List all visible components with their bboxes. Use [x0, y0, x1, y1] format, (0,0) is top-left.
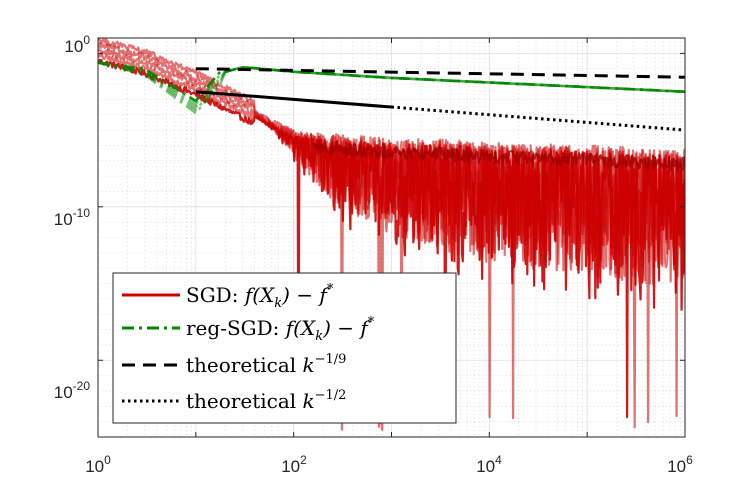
legend-label-theoretical-half: theoretical k−1/2 — [186, 388, 346, 413]
legend-label-theoretical-ninth: theoretical k−1/9 — [186, 352, 346, 377]
y-tick-label: 10-20 — [54, 379, 91, 402]
series-layer — [98, 38, 685, 431]
x-tick-label: 104 — [476, 453, 502, 476]
y-tick-labels: 100 10-10 10-20 — [54, 33, 91, 402]
y-tick-label: 10-10 — [54, 206, 91, 229]
legend: SGD: f(Xk) − f* reg-SGD: f(Xk) − f* theo… — [112, 272, 457, 424]
y-tick-label: 100 — [64, 33, 90, 56]
x-tick-label: 106 — [667, 453, 693, 476]
x-tick-label: 100 — [85, 453, 111, 476]
legend-box — [112, 272, 457, 424]
theoretical-ninth-line — [195, 67, 685, 79]
theoretical-half-line-dotted — [391, 105, 685, 132]
x-tick-labels: 100 102 104 106 — [85, 453, 693, 476]
sgd-run-line — [98, 48, 685, 424]
sgd-run-line — [98, 38, 685, 420]
theoretical-half-line-solid — [195, 90, 392, 109]
reg-sgd-run-line — [98, 61, 685, 115]
legend-label-reg: reg-SGD: f(Xk) − f* — [186, 315, 375, 344]
x-tick-label: 102 — [281, 453, 307, 476]
tick-marks — [97, 38, 686, 437]
sgd-mean-band — [313, 139, 685, 172]
legend-label-sgd: SGD: f(Xk) − f* — [186, 282, 334, 311]
